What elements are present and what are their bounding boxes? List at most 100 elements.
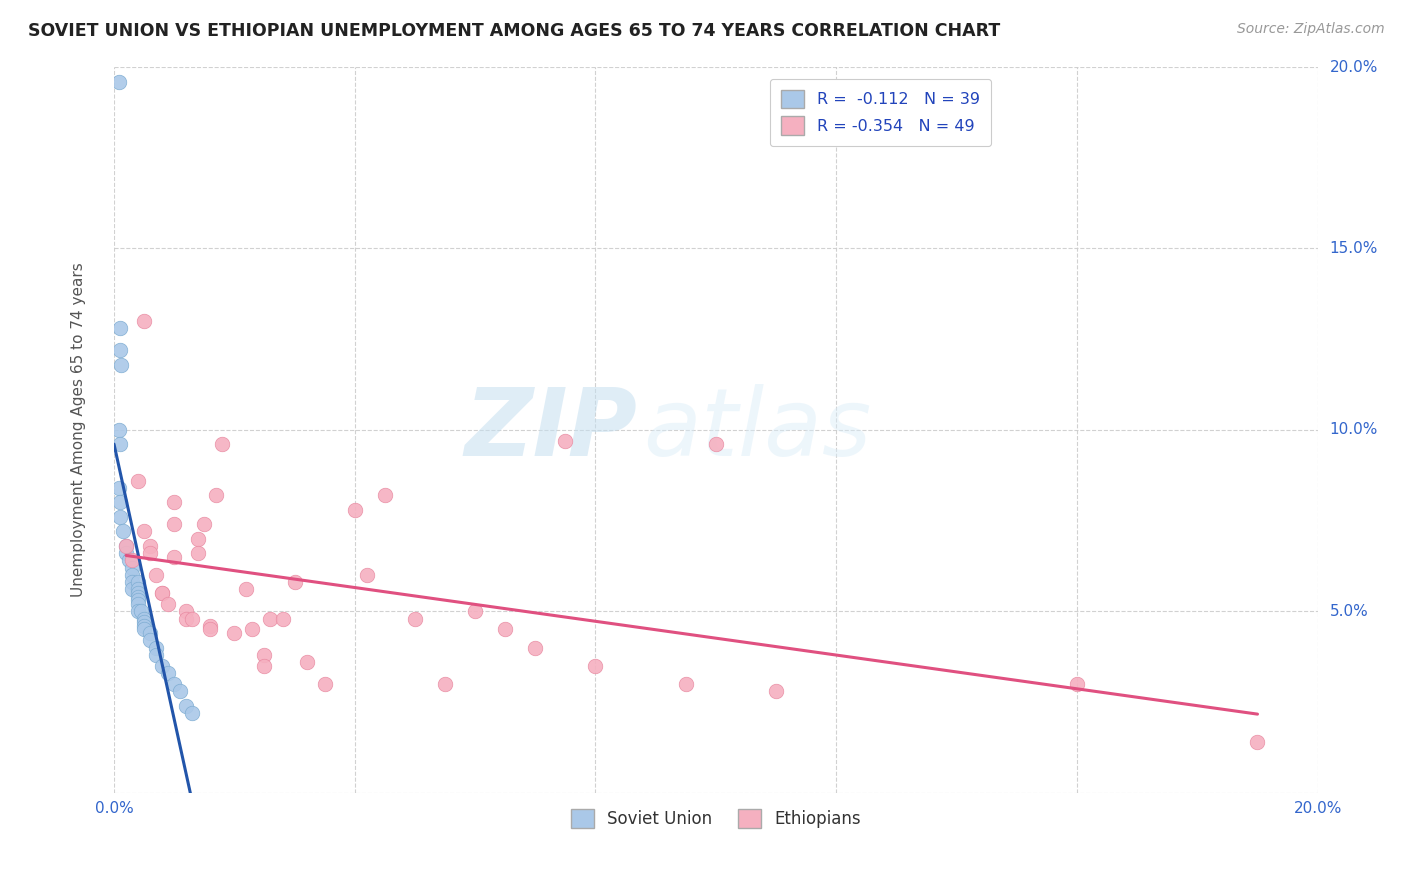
Point <box>139 546 162 560</box>
Point <box>108 495 131 509</box>
Point <box>271 611 294 625</box>
Point <box>132 619 155 633</box>
Text: 20.0%: 20.0% <box>1294 801 1341 816</box>
Point <box>174 604 197 618</box>
Point <box>374 488 396 502</box>
Point <box>150 586 173 600</box>
Point <box>108 437 131 451</box>
Point <box>1246 735 1268 749</box>
Point <box>200 619 222 633</box>
Point <box>205 488 228 502</box>
Point <box>121 553 143 567</box>
Point <box>181 611 204 625</box>
Point <box>108 321 131 335</box>
Point <box>132 611 155 625</box>
Point <box>112 524 135 539</box>
Text: Source: ZipAtlas.com: Source: ZipAtlas.com <box>1237 22 1385 37</box>
Point <box>145 640 167 655</box>
Point <box>121 582 143 597</box>
Point <box>132 524 155 539</box>
Text: atlas: atlas <box>644 384 872 475</box>
Point <box>253 648 276 662</box>
Point <box>108 74 131 88</box>
Point <box>314 677 336 691</box>
Point <box>765 684 787 698</box>
Point <box>211 437 233 451</box>
Text: 10.0%: 10.0% <box>1330 423 1378 437</box>
Point <box>1066 677 1088 691</box>
Text: ZIP: ZIP <box>465 384 637 475</box>
Point <box>145 648 167 662</box>
Point <box>163 677 186 691</box>
Point <box>295 655 318 669</box>
Text: 15.0%: 15.0% <box>1330 241 1378 256</box>
Point <box>108 510 131 524</box>
Point <box>200 623 222 637</box>
Point <box>434 677 457 691</box>
Point <box>704 437 727 451</box>
Point <box>494 623 516 637</box>
Point <box>174 611 197 625</box>
Point <box>145 568 167 582</box>
Point <box>115 546 138 560</box>
Point <box>121 568 143 582</box>
Point <box>163 495 186 509</box>
Text: 5.0%: 5.0% <box>1330 604 1368 619</box>
Point <box>675 677 697 691</box>
Point <box>115 539 138 553</box>
Point <box>157 597 180 611</box>
Point <box>157 665 180 680</box>
Point <box>132 623 155 637</box>
Point <box>163 549 186 564</box>
Legend: Soviet Union, Ethiopians: Soviet Union, Ethiopians <box>564 803 868 835</box>
Point <box>242 623 264 637</box>
Point <box>127 593 149 607</box>
Point <box>464 604 486 618</box>
Point <box>163 517 186 532</box>
Point <box>585 658 607 673</box>
Point <box>554 434 576 448</box>
Point <box>253 658 276 673</box>
Point <box>356 568 378 582</box>
Point <box>284 575 307 590</box>
Point <box>108 423 131 437</box>
Point <box>127 575 149 590</box>
Text: 0.0%: 0.0% <box>94 801 134 816</box>
Point <box>193 517 215 532</box>
Point <box>127 582 149 597</box>
Point <box>150 658 173 673</box>
Point <box>187 532 209 546</box>
Text: 20.0%: 20.0% <box>1330 60 1378 75</box>
Point <box>127 604 149 618</box>
Point <box>404 611 426 625</box>
Point <box>129 604 152 618</box>
Point <box>524 640 547 655</box>
Point <box>127 586 149 600</box>
Text: SOVIET UNION VS ETHIOPIAN UNEMPLOYMENT AMONG AGES 65 TO 74 YEARS CORRELATION CHA: SOVIET UNION VS ETHIOPIAN UNEMPLOYMENT A… <box>28 22 1001 40</box>
Point <box>343 502 366 516</box>
Point <box>115 539 138 553</box>
Point <box>174 698 197 713</box>
Point <box>127 590 149 604</box>
Point <box>181 706 204 720</box>
Point <box>108 343 131 357</box>
Point <box>139 633 162 648</box>
Point <box>127 474 149 488</box>
Point <box>110 358 132 372</box>
Point <box>139 626 162 640</box>
Point <box>235 582 257 597</box>
Point <box>169 684 191 698</box>
Point <box>187 546 209 560</box>
Point <box>108 481 131 495</box>
Point <box>139 539 162 553</box>
Point <box>121 575 143 590</box>
Point <box>127 597 149 611</box>
Point <box>259 611 281 625</box>
Point <box>132 615 155 629</box>
Y-axis label: Unemployment Among Ages 65 to 74 years: Unemployment Among Ages 65 to 74 years <box>72 262 86 598</box>
Point <box>224 626 246 640</box>
Point <box>132 314 155 328</box>
Point <box>150 586 173 600</box>
Point <box>121 560 143 574</box>
Point <box>118 553 141 567</box>
